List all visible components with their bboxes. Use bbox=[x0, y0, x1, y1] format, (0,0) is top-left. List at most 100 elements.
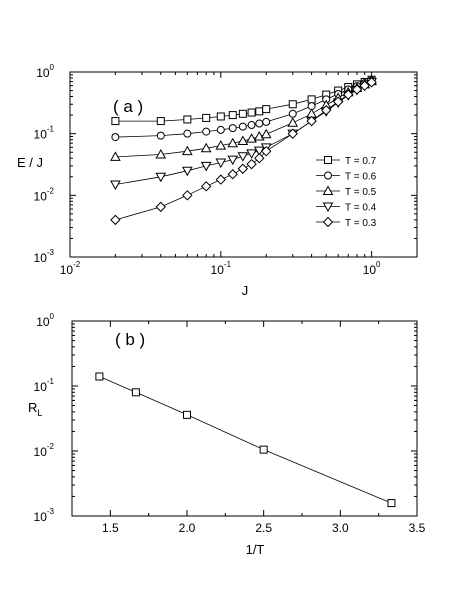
y-tick-label: 10-2 bbox=[34, 442, 55, 459]
data-point bbox=[131, 388, 140, 397]
y-tick-label: 10-1 bbox=[34, 125, 55, 142]
panel-a-y-ticks: 10-3 10-2 10-1 100 bbox=[34, 63, 417, 265]
data-point-t07 bbox=[288, 100, 297, 109]
data-point-t07 bbox=[228, 111, 237, 120]
legend-label-t06: T = 0.6 bbox=[345, 172, 377, 183]
data-point-t03 bbox=[332, 96, 344, 107]
data-point-t05 bbox=[246, 133, 257, 143]
data-point-t07 bbox=[238, 109, 247, 118]
data-point-t05 bbox=[260, 128, 272, 139]
data-point-t05 bbox=[287, 117, 299, 127]
data-point-t04 bbox=[246, 149, 257, 159]
data-point-t04 bbox=[200, 161, 212, 172]
data-point-t06 bbox=[247, 121, 256, 130]
series-line-t03 bbox=[115, 81, 372, 221]
data-point-t04 bbox=[237, 152, 249, 162]
data-point-t07 bbox=[247, 108, 256, 117]
data-point-t07 bbox=[216, 112, 225, 121]
data-point-t07 bbox=[202, 113, 211, 122]
legend-marker-t07 bbox=[324, 156, 332, 164]
x-tick-label: 10-2 bbox=[60, 260, 81, 277]
panel-b-x-ticks: 1.5 2.0 2.5 3.0 3.5 bbox=[71, 321, 426, 535]
legend-marker-t04 bbox=[322, 202, 334, 213]
y-tick-label: 10-2 bbox=[34, 186, 55, 203]
data-point-t03 bbox=[215, 174, 227, 185]
y-tick-label: 100 bbox=[36, 312, 54, 329]
data-point-t03 bbox=[237, 163, 249, 174]
data-point bbox=[387, 499, 396, 508]
data-point-t03 bbox=[260, 145, 272, 157]
data-point-t06 bbox=[111, 133, 120, 142]
data-point-t05 bbox=[155, 148, 167, 159]
panel-b: ( b ) RL 1/T 1.5 2.0 2.5 3.0 3.5 10-310-210-… bbox=[28, 312, 426, 557]
data-point-t03 bbox=[155, 201, 166, 213]
y-tick-label: 10-1 bbox=[34, 377, 55, 394]
x-tick-label: 2.5 bbox=[255, 521, 272, 535]
panel-b-frame bbox=[71, 320, 418, 517]
data-point-t03 bbox=[200, 181, 212, 192]
data-point-t05 bbox=[200, 142, 212, 153]
legend-marker-t03 bbox=[322, 216, 334, 228]
data-point-t06 bbox=[228, 124, 237, 133]
data-point-t07 bbox=[111, 117, 120, 126]
data-point-t03 bbox=[254, 152, 265, 164]
panel-b-y-axis-label-sub: L bbox=[37, 408, 42, 418]
panel-a-series bbox=[110, 75, 377, 226]
data-point-t03 bbox=[366, 77, 377, 88]
data-point-t07 bbox=[255, 107, 264, 116]
x-tick-label: 1.5 bbox=[102, 521, 119, 535]
data-point-t03 bbox=[351, 84, 363, 95]
panel-a-frame bbox=[69, 71, 418, 258]
data-point-t07 bbox=[156, 117, 165, 126]
x-tick-label: 10-1 bbox=[211, 260, 232, 277]
legend-label-t05: T = 0.5 bbox=[345, 187, 377, 198]
data-point-t05 bbox=[215, 140, 227, 150]
panel-a-x-axis-label: J bbox=[242, 283, 249, 298]
data-point-t04 bbox=[181, 166, 193, 177]
panel-a-label: ( a ) bbox=[113, 97, 143, 116]
panel-b-y-ticks: 10-3 10-2 10-1 100 bbox=[34, 312, 417, 524]
panel-a: ( a ) E / J J 10-2 10-1 100 10-310-210-110… bbox=[17, 63, 418, 298]
y-tick-label: 10-3 bbox=[34, 507, 55, 524]
data-point-t06 bbox=[183, 129, 192, 138]
panel-a-legend: T = 0.7 T = 0.6 T = 0.5 T = 0.4 T = 0.3 bbox=[316, 156, 377, 229]
data-point-t03 bbox=[110, 214, 121, 226]
legend-marker-t06 bbox=[324, 171, 332, 180]
x-tick-label: 3.5 bbox=[409, 521, 426, 535]
data-point-t03 bbox=[246, 158, 257, 170]
data-point-t04 bbox=[110, 180, 121, 190]
data-point-t07 bbox=[183, 115, 192, 124]
x-tick-label: 3.0 bbox=[332, 521, 349, 535]
data-point-t06 bbox=[288, 109, 297, 118]
data-point-t04 bbox=[227, 155, 239, 166]
x-tick-label: 100 bbox=[363, 260, 381, 277]
panel-b-y-axis-label-main: R bbox=[28, 400, 37, 415]
legend-label-t07: T = 0.7 bbox=[345, 156, 377, 167]
data-point-t07 bbox=[307, 95, 316, 104]
data-point bbox=[259, 445, 268, 454]
data-point-t03 bbox=[287, 128, 298, 139]
data-point-t03 bbox=[343, 89, 354, 100]
data-point-t05 bbox=[227, 137, 239, 148]
legend-label-t04: T = 0.4 bbox=[345, 203, 377, 214]
y-tick-label: 100 bbox=[36, 63, 54, 80]
legend-marker-t05 bbox=[322, 185, 334, 195]
data-point-t05 bbox=[110, 151, 121, 161]
panel-b-x-axis-label: 1/T bbox=[246, 542, 265, 557]
data-point-t06 bbox=[202, 127, 211, 136]
panel-b-label: ( b ) bbox=[115, 330, 145, 349]
data-point-t03 bbox=[359, 80, 370, 91]
data-point-t03 bbox=[227, 169, 238, 180]
data-point-t07 bbox=[262, 105, 271, 114]
data-point-t04 bbox=[215, 158, 227, 169]
data-point-t06 bbox=[255, 119, 264, 128]
data-point-t06 bbox=[238, 122, 247, 131]
data-point-t03 bbox=[182, 190, 193, 201]
panel-b-series bbox=[95, 372, 396, 508]
panel-b-y-axis-label: RL bbox=[28, 400, 42, 418]
panel-a-y-axis-label: E / J bbox=[17, 155, 43, 170]
legend-label-t03: T = 0.3 bbox=[345, 218, 377, 229]
data-point-t06 bbox=[216, 125, 225, 134]
data-point-t06 bbox=[262, 117, 271, 126]
